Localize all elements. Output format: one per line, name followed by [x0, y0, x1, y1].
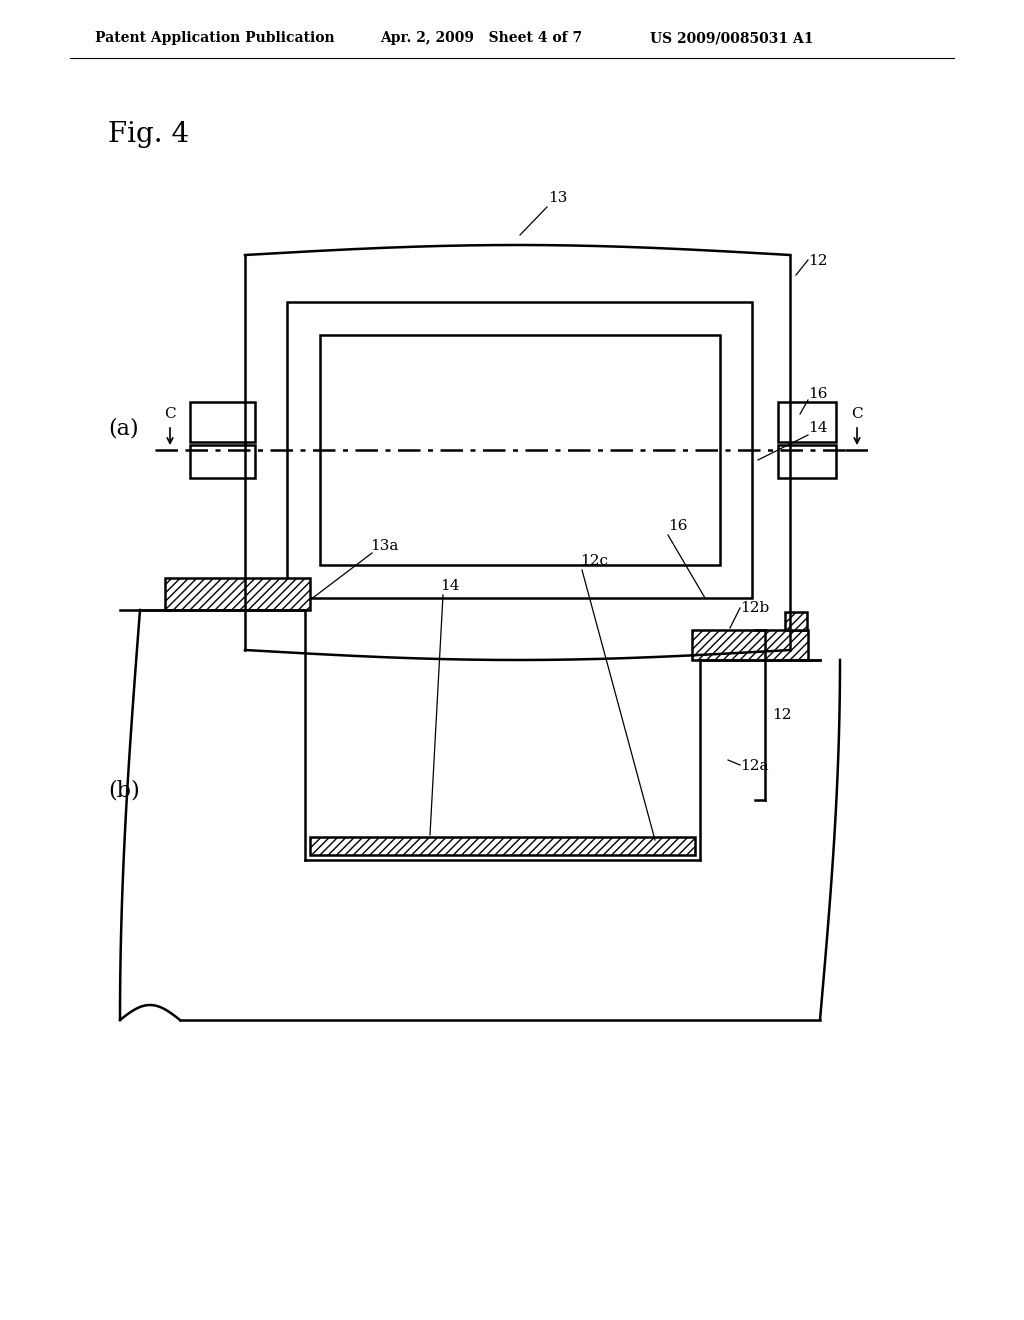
- Text: C: C: [851, 407, 863, 421]
- Text: 14: 14: [808, 421, 827, 436]
- Bar: [319, 335, 720, 565]
- Text: 16: 16: [668, 519, 687, 533]
- Text: 14: 14: [440, 579, 460, 593]
- Text: C: C: [164, 407, 176, 421]
- Text: Patent Application Publication: Patent Application Publication: [95, 30, 335, 45]
- Bar: [287, 302, 752, 598]
- Bar: [785, 612, 807, 630]
- Text: 12c: 12c: [580, 554, 608, 568]
- Bar: [165, 578, 310, 610]
- Bar: [310, 837, 695, 855]
- Text: 12b: 12b: [740, 601, 769, 615]
- Text: 12: 12: [808, 253, 827, 268]
- Text: Apr. 2, 2009   Sheet 4 of 7: Apr. 2, 2009 Sheet 4 of 7: [380, 30, 582, 45]
- Bar: [692, 630, 808, 660]
- Bar: [778, 403, 836, 442]
- Bar: [190, 403, 255, 442]
- Text: (b): (b): [108, 779, 139, 801]
- Text: Fig. 4: Fig. 4: [108, 121, 189, 149]
- Text: 13a: 13a: [370, 539, 398, 553]
- Bar: [778, 445, 836, 478]
- Bar: [190, 445, 255, 478]
- Text: 12: 12: [772, 708, 792, 722]
- Text: 12a: 12a: [740, 759, 768, 774]
- Text: US 2009/0085031 A1: US 2009/0085031 A1: [650, 30, 813, 45]
- Text: 16: 16: [808, 387, 827, 401]
- Text: 13: 13: [548, 191, 567, 205]
- Text: (a): (a): [108, 417, 138, 440]
